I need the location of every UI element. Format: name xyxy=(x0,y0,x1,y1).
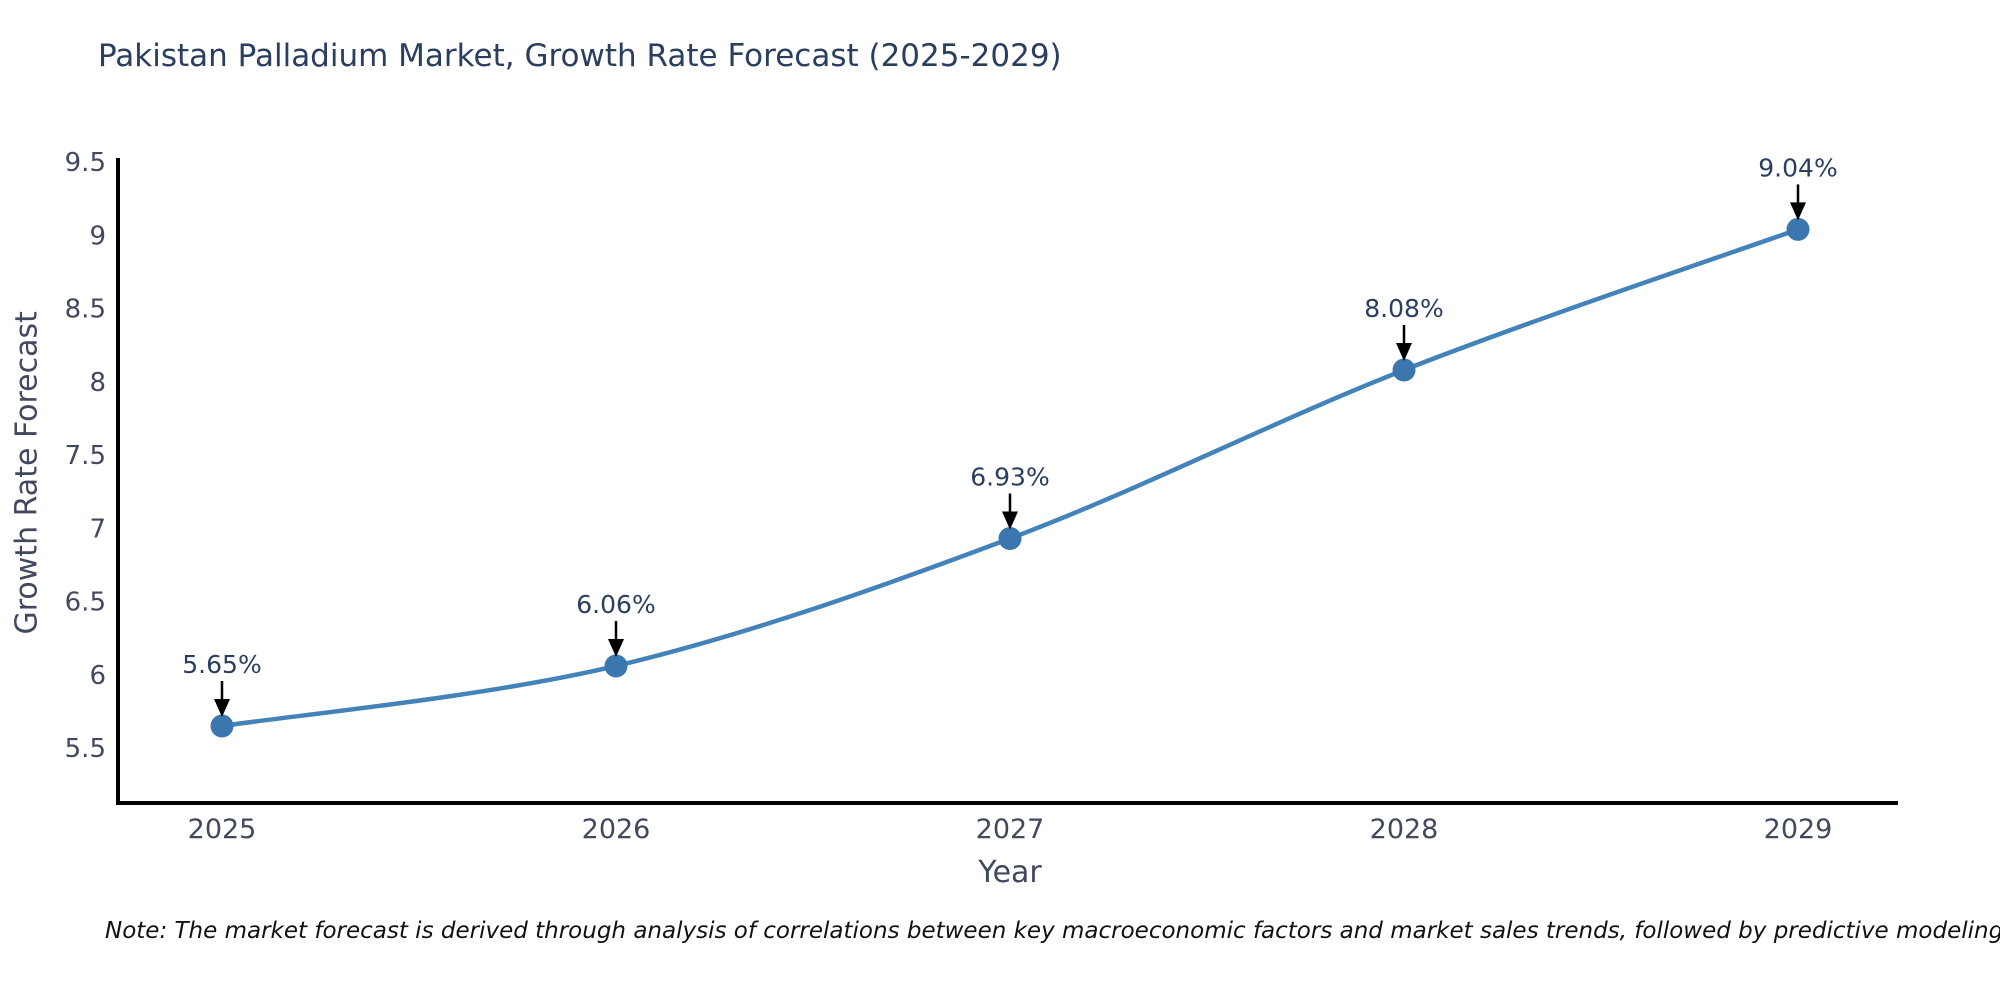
data-point-marker xyxy=(604,654,628,678)
y-tick-label: 7.5 xyxy=(65,441,106,471)
footnote: Note: The market forecast is derived thr… xyxy=(105,918,2000,944)
data-point-label: 6.06% xyxy=(576,590,655,619)
data-point-marker xyxy=(1392,358,1416,382)
y-tick-label: 6.5 xyxy=(65,588,106,618)
annotation-arrowhead xyxy=(1396,343,1412,362)
y-tick-label: 9.5 xyxy=(65,148,106,178)
data-point-label: 9.04% xyxy=(1758,153,1837,182)
y-tick-label: 8 xyxy=(89,368,106,398)
data-point-marker xyxy=(1786,217,1810,241)
x-tick-label: 2027 xyxy=(976,814,1045,845)
x-tick-label: 2028 xyxy=(1370,814,1439,845)
y-tick-label: 8.5 xyxy=(65,295,106,325)
data-point-label: 5.65% xyxy=(182,650,261,679)
y-tick-label: 7 xyxy=(89,514,106,544)
x-tick-label: 2025 xyxy=(188,814,257,845)
y-tick-label: 6 xyxy=(89,661,106,691)
y-tick-label: 9 xyxy=(89,221,106,251)
data-point-marker xyxy=(998,527,1022,551)
annotation-arrowhead xyxy=(214,699,230,718)
y-tick-label: 5.5 xyxy=(65,734,106,764)
x-axis-title: Year xyxy=(978,855,1042,890)
data-point-marker xyxy=(210,714,234,738)
annotation-arrowhead xyxy=(1790,202,1806,221)
chart-title: Pakistan Palladium Market, Growth Rate F… xyxy=(98,38,1062,74)
annotation-arrowhead xyxy=(1002,511,1018,530)
data-point-label: 6.93% xyxy=(970,463,1049,492)
annotation-arrowhead xyxy=(608,638,624,657)
data-point-label: 8.08% xyxy=(1364,294,1443,323)
x-tick-label: 2029 xyxy=(1764,814,1833,845)
x-tick-label: 2026 xyxy=(582,814,651,845)
